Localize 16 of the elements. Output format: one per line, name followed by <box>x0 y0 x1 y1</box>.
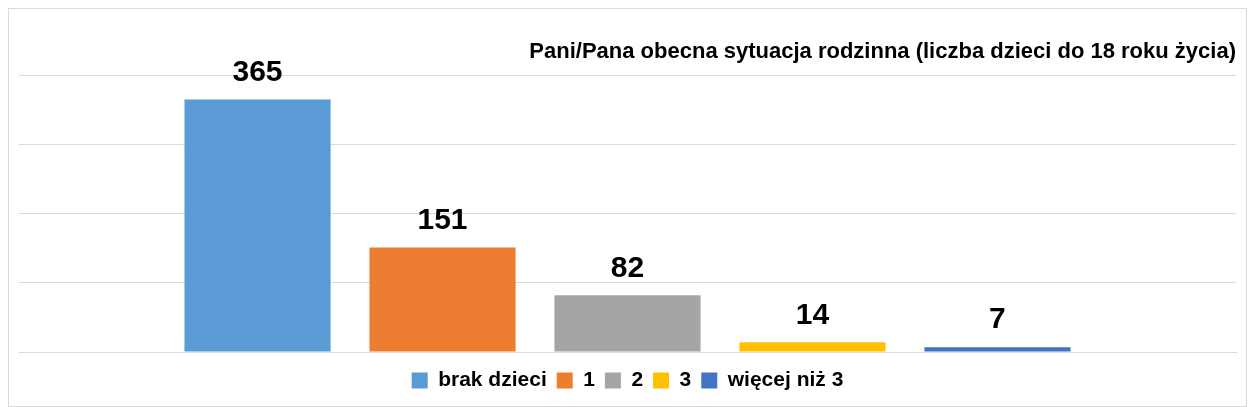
bar <box>739 342 886 352</box>
legend-label: 2 <box>631 367 644 391</box>
legend-label: więcej niż 3 <box>726 367 844 391</box>
data-label: 151 <box>417 201 468 235</box>
bar <box>554 295 701 352</box>
legend-label: brak dzieci <box>438 367 547 391</box>
data-label: 365 <box>232 53 283 87</box>
legend-label: 1 <box>583 367 596 391</box>
bar <box>924 347 1071 352</box>
legend-label: 3 <box>679 367 692 391</box>
data-label: 82 <box>610 249 645 283</box>
data-label: 7 <box>989 301 1006 335</box>
chart-title: Pani/Pana obecna sytuacja rodzinna (liczba dzieci do 18 roku życia) <box>529 38 1236 64</box>
bar <box>369 247 516 352</box>
bar <box>184 99 331 352</box>
data-label: 14 <box>795 296 830 330</box>
